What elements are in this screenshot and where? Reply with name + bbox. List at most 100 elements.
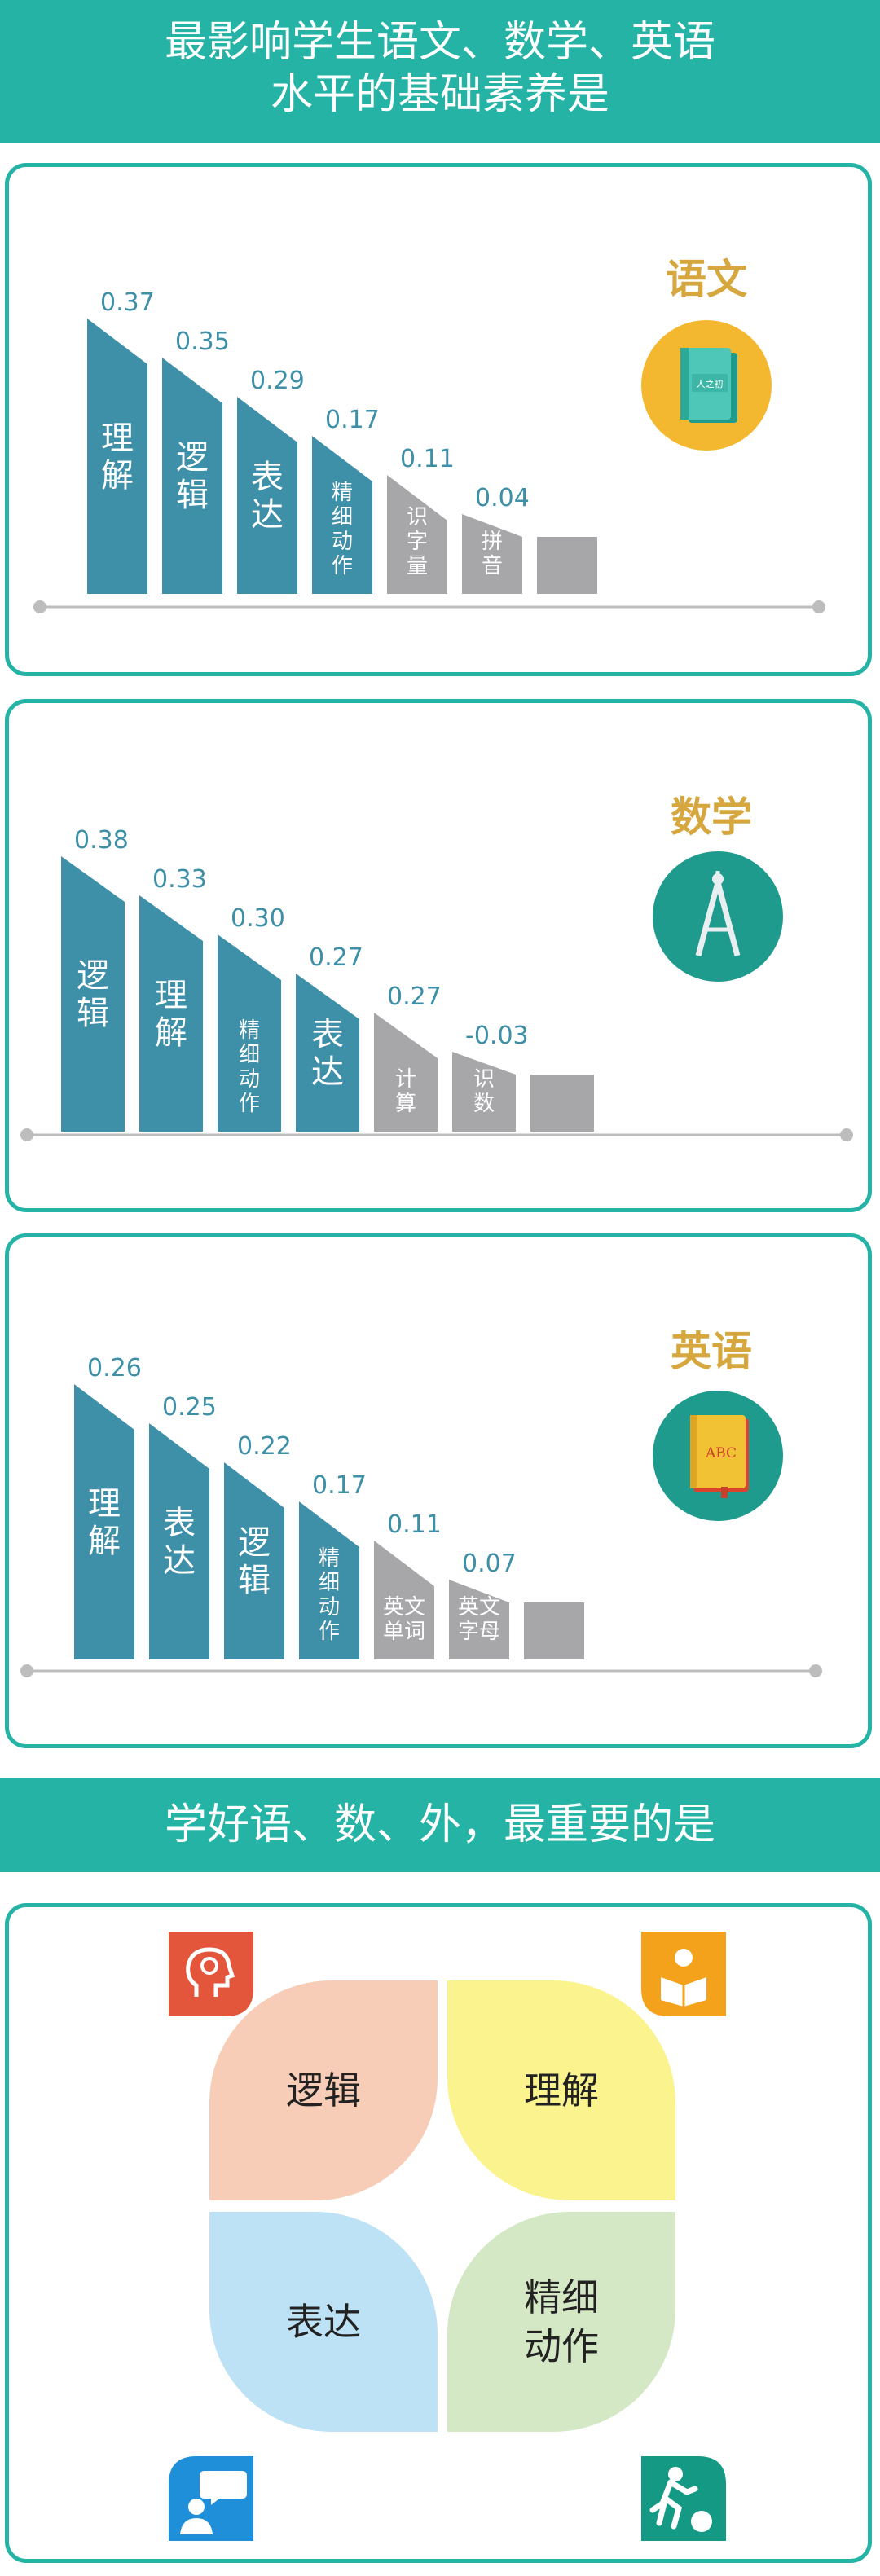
bar — [87, 319, 147, 594]
reading-icon — [641, 1932, 726, 2016]
category-label: 辑 — [176, 477, 209, 514]
category-label: 辑 — [238, 1562, 271, 1599]
category-label: 表 — [311, 1016, 344, 1053]
value-label: 0.37 — [100, 288, 155, 317]
value-label: 0.17 — [312, 1471, 367, 1500]
bar — [387, 475, 447, 594]
bar — [449, 1580, 509, 1659]
header-banner: 最影响学生语文、数学、英语 水平的基础素养是 — [0, 0, 880, 143]
bar — [139, 895, 203, 1132]
speaking-icon — [169, 2456, 253, 2541]
bar — [530, 1075, 594, 1132]
bar — [162, 358, 222, 594]
category-label: 计 — [395, 1067, 416, 1092]
category-label: 作 — [319, 1620, 340, 1644]
bar — [149, 1423, 209, 1659]
category-label: 动 — [239, 1067, 260, 1092]
petal-understanding: 理解 — [447, 1980, 675, 2200]
category-label: 动 — [332, 530, 353, 554]
bar — [237, 397, 297, 594]
category-label: 达 — [163, 1542, 196, 1580]
category-label: 解 — [88, 1523, 121, 1560]
category-label: 细 — [239, 1043, 260, 1067]
category-label: 解 — [101, 457, 134, 495]
value-label: 0.38 — [74, 826, 129, 855]
category-label: 解 — [155, 1014, 187, 1052]
category-label: 精 — [332, 481, 353, 505]
petal-expression-label: 表达 — [286, 2300, 361, 2344]
header-title-line2: 水平的基础素养是 — [270, 70, 609, 119]
petal-logic: 逻辑 — [209, 1980, 438, 2200]
x-axis-end-dot — [20, 1128, 33, 1141]
abc-book-icon: ABC — [653, 1391, 783, 1521]
category-label: 辑 — [77, 995, 109, 1032]
english-chart-panel: 0.26 理解 0.25 表达 0.22 逻辑 0.17 精细动作 0.11 英文 单词 0.07 英文… — [5, 1233, 872, 1748]
book-icon: 人之初 — [641, 320, 772, 451]
bar — [452, 1052, 516, 1132]
value-label: 0.33 — [152, 865, 207, 894]
bar — [374, 1541, 434, 1659]
value-label: 0.27 — [309, 943, 363, 972]
petal-fine-motor: 精细 动作 — [447, 2212, 675, 2432]
value-label: 0.11 — [400, 445, 455, 473]
bar — [524, 1602, 584, 1659]
x-axis-end-dot — [812, 600, 825, 613]
category-label: 动 — [319, 1595, 340, 1620]
subject-title-math: 数学 — [671, 793, 752, 841]
bar — [61, 856, 125, 1132]
category-label: 字母 — [458, 1620, 500, 1644]
category-label: 字 — [407, 530, 428, 554]
bar — [296, 974, 359, 1132]
category-label: 识 — [473, 1067, 495, 1092]
value-label: 0.07 — [462, 1550, 517, 1578]
bar — [224, 1462, 284, 1659]
category-label: 英文 — [458, 1595, 500, 1620]
category-label: 单词 — [383, 1620, 425, 1644]
value-label: 0.22 — [237, 1432, 292, 1461]
category-label: 逻 — [176, 439, 209, 477]
category-label: 逻 — [238, 1524, 271, 1562]
x-axis-end-dot — [840, 1128, 853, 1141]
head-brain-icon — [169, 1932, 253, 2016]
ball-play-icon — [641, 2456, 726, 2541]
bar — [218, 934, 281, 1132]
category-label: 细 — [332, 505, 353, 530]
category-label: 算 — [395, 1092, 416, 1116]
subject-title-chinese: 语文 — [666, 256, 747, 303]
category-label: 理 — [101, 420, 134, 457]
category-label: 作 — [332, 554, 353, 578]
category-label: 量 — [407, 554, 428, 578]
x-axis-end-dot — [33, 600, 46, 613]
header-title-line1: 最影响学生语文、数学、英语 — [164, 18, 715, 67]
x-axis-end-dot — [809, 1664, 822, 1677]
category-label: 表 — [251, 459, 284, 496]
category-label: 数 — [473, 1092, 495, 1116]
section2-banner: 学好语、数、外，最重要的是 — [0, 1778, 880, 1872]
bar — [537, 537, 597, 594]
category-label: 精 — [239, 1018, 260, 1043]
value-label: 0.17 — [325, 406, 380, 434]
category-label: 达 — [311, 1053, 344, 1091]
category-label: 表 — [163, 1505, 196, 1542]
category-label: 精 — [319, 1546, 340, 1571]
skills-panel: 逻辑 理解 表达 精细 动作 — [5, 1903, 872, 2563]
category-label: 拼 — [482, 530, 503, 554]
value-label: -0.03 — [465, 1022, 529, 1050]
math-chart-panel: 0.38 逻辑 0.33 理解 0.30 精细动作 0.27 表达 0.27 计算 -0.03 识数 … — [5, 699, 872, 1212]
petal-fine-motor-label: 精细 动作 — [524, 2275, 599, 2368]
value-label: 0.27 — [387, 982, 442, 1011]
bar — [462, 514, 522, 594]
category-label: 理 — [155, 977, 187, 1014]
x-axis-end-dot — [20, 1664, 33, 1677]
compass-icon — [653, 851, 783, 982]
petal-logic-label: 逻辑 — [286, 2068, 361, 2112]
petal-expression: 表达 — [209, 2212, 438, 2432]
abc-icon-text: ABC — [705, 1445, 737, 1462]
category-label: 作 — [239, 1092, 260, 1116]
value-label: 0.11 — [387, 1510, 442, 1539]
category-label: 理 — [88, 1485, 121, 1523]
category-label: 细 — [319, 1571, 340, 1595]
